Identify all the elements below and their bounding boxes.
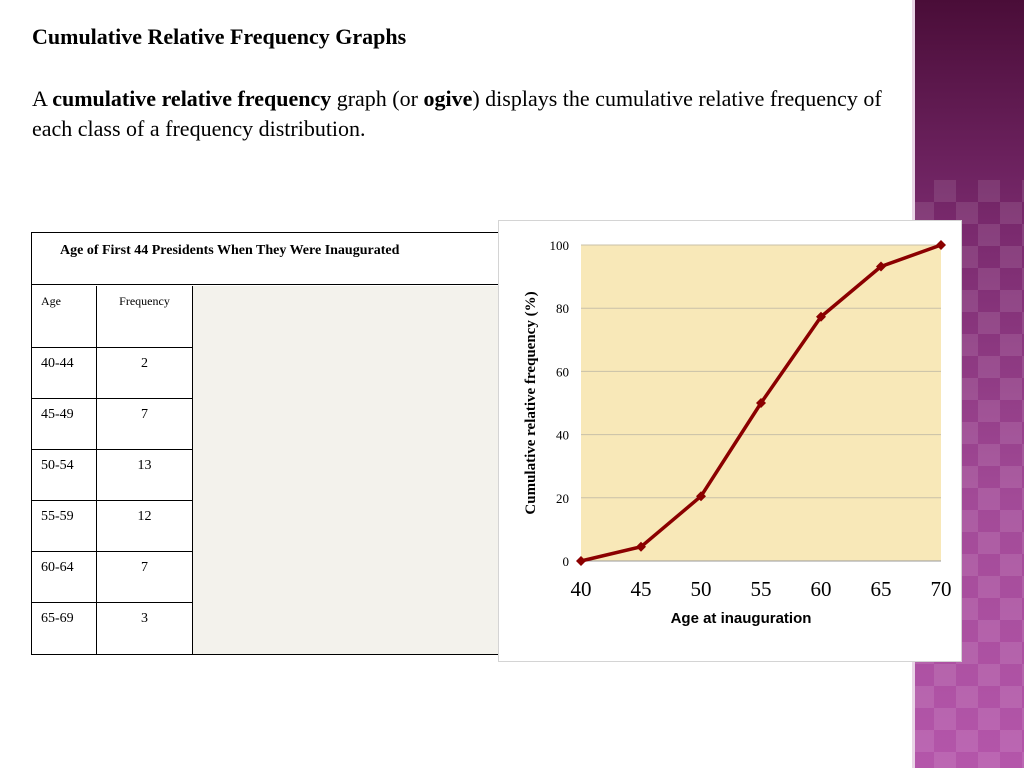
- ogive-chart: 0 20 40 60 80 100 40 45 50 55 60 65 70 Cumulative rel…: [498, 220, 962, 662]
- intro-text-1: A: [32, 86, 53, 111]
- y-tick-label: 40: [556, 428, 569, 443]
- cell-age: 65-69: [41, 611, 74, 626]
- slide-heading: Cumulative Relative Frequency Graphs: [32, 24, 407, 49]
- intro-text-3: ) displays the cumulative relative frequ…: [32, 86, 882, 141]
- cell-frequency: 2: [96, 348, 192, 398]
- x-tick-label: 65: [871, 577, 892, 601]
- cell-frequency: 3: [96, 603, 192, 654]
- y-tick-label: 20: [556, 491, 569, 506]
- table-row: 50-54 13: [32, 450, 192, 501]
- cell-frequency: 7: [96, 552, 192, 602]
- y-tick-label: 80: [556, 301, 569, 316]
- header-age: Age: [41, 294, 61, 308]
- intro-paragraph: A cumulative relative frequency graph (o…: [32, 84, 892, 144]
- data-point: [816, 311, 826, 322]
- chart-canvas: 0 20 40 60 80 100 40 45 50 55 60 65 70 Cumulative rel…: [523, 238, 952, 627]
- header-frequency: Frequency: [96, 286, 192, 347]
- x-tick-label: 55: [751, 577, 772, 601]
- cell-frequency: 13: [96, 450, 192, 500]
- data-point: [576, 556, 586, 566]
- table-row: 40-44 2: [32, 348, 192, 399]
- intro-text-2: graph (or: [331, 86, 424, 111]
- y-tick-label: 0: [563, 554, 570, 569]
- cell-age: 55-59: [41, 509, 74, 524]
- intro-term-ogive: ogive: [423, 86, 473, 111]
- y-tick-label: 100: [550, 238, 570, 253]
- table-row: 55-59 12: [32, 501, 192, 552]
- cell-age: 50-54: [41, 458, 74, 473]
- table-row: 60-64 7: [32, 552, 192, 603]
- cell-age: 40-44: [41, 356, 74, 371]
- x-axis-label: Age at inauguration: [671, 610, 812, 627]
- intro-term-cumulative: cumulative relative frequency: [52, 86, 332, 111]
- table-shaded-area: [192, 286, 503, 654]
- data-point: [636, 541, 646, 552]
- y-tick-label: 60: [556, 364, 569, 379]
- x-tick-label: 60: [811, 577, 832, 601]
- cell-frequency: 7: [96, 399, 192, 449]
- y-axis-label: Cumulative relative frequency (%): [523, 291, 539, 514]
- x-tick-label: 70: [931, 577, 952, 601]
- data-point: [876, 261, 886, 272]
- table-header-row: Age Frequency: [32, 286, 192, 348]
- cell-frequency: 12: [96, 501, 192, 551]
- table-row: 65-69 3: [32, 603, 192, 654]
- x-tick-label: 45: [631, 577, 652, 601]
- data-point: [936, 240, 946, 250]
- data-point: [756, 398, 766, 408]
- cell-age: 45-49: [41, 407, 74, 422]
- x-tick-label: 50: [691, 577, 712, 601]
- table-caption: Age of First 44 Presidents When They Wer…: [32, 233, 502, 285]
- frequency-table: Age of First 44 Presidents When They Wer…: [31, 232, 503, 655]
- cell-age: 60-64: [41, 560, 74, 575]
- data-point: [696, 491, 706, 502]
- table-row: 45-49 7: [32, 399, 192, 450]
- x-tick-label: 40: [571, 577, 592, 601]
